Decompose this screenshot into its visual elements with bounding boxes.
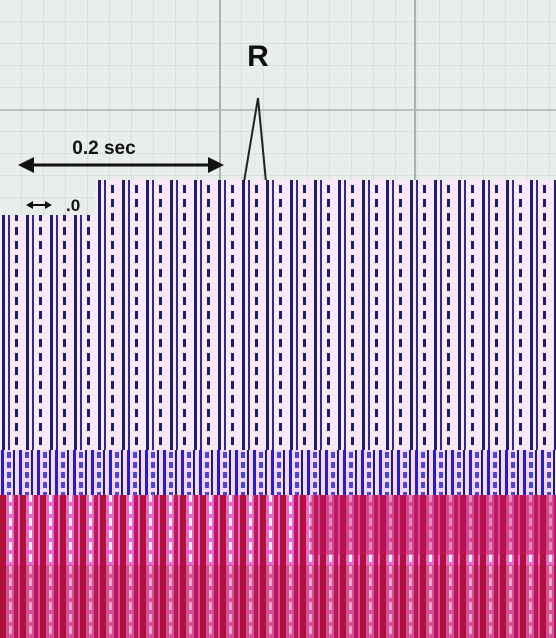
- peak-label: R: [247, 40, 269, 73]
- corrupted-region: [0, 450, 556, 495]
- corrupted-region: [0, 565, 556, 638]
- arrow-head: [26, 201, 33, 209]
- corrupted-region: [310, 495, 556, 555]
- corrupted-region: [0, 495, 556, 638]
- interval-label: 0.2 sec: [72, 138, 136, 159]
- small-interval-label: .0: [66, 196, 80, 215]
- arrow-head: [208, 157, 224, 173]
- corrupted-region: [95, 180, 556, 450]
- arrow-head: [18, 157, 34, 173]
- arrow-head: [45, 201, 52, 209]
- corrupted-region: [0, 215, 95, 450]
- r-wave: [243, 97, 267, 183]
